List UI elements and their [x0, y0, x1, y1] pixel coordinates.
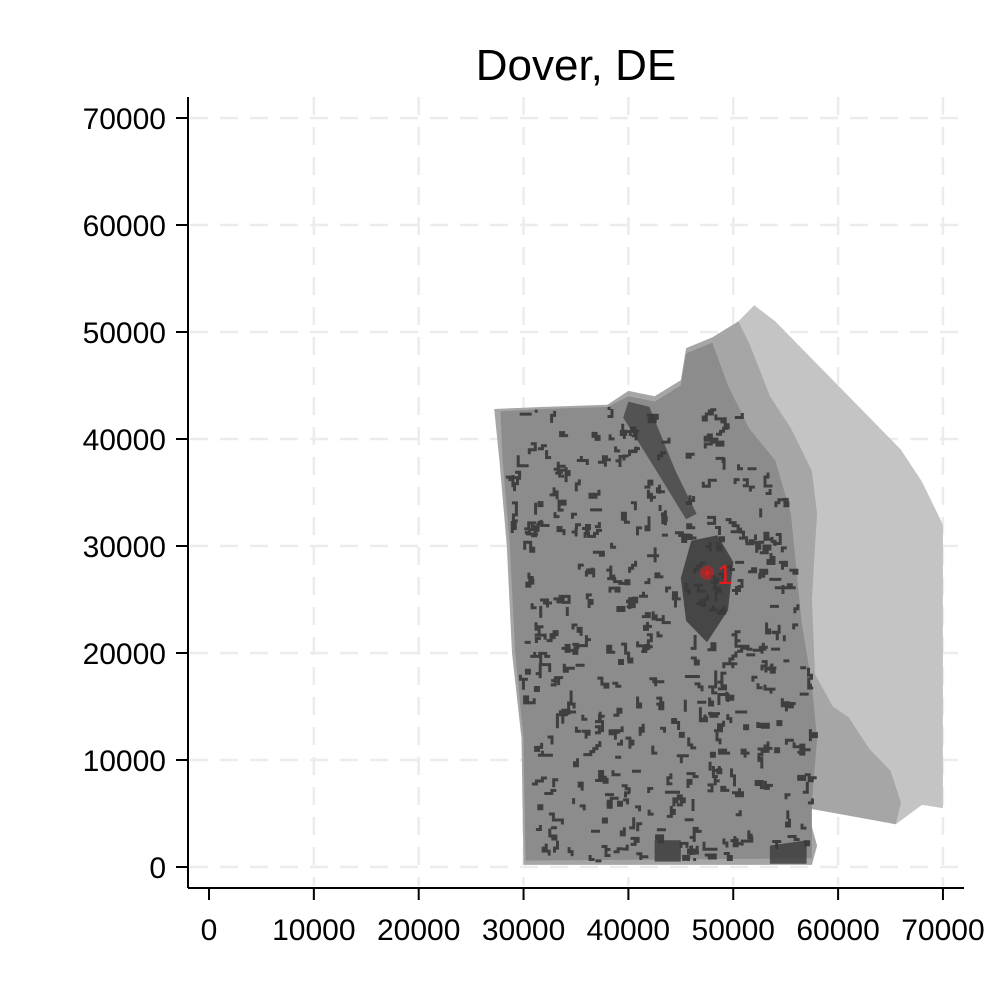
x-tick-label-2: 20000 — [377, 914, 460, 947]
x-tick-label-6: 60000 — [796, 914, 879, 947]
y-tick-label-6: 60000 — [83, 210, 166, 243]
point-markers: 1 — [700, 559, 733, 590]
y-tick-label-1: 10000 — [83, 745, 166, 778]
y-tick-label-4: 40000 — [83, 424, 166, 457]
point-marker-center-0 — [705, 570, 710, 575]
chart-title: Dover, DE — [476, 41, 677, 90]
x-tick-label-1: 10000 — [272, 914, 355, 947]
x-tick-label-0: 0 — [201, 914, 218, 947]
x-tick-label-5: 50000 — [692, 914, 775, 947]
x-tick-label-3: 30000 — [482, 914, 565, 947]
dense-network-overlay — [505, 401, 818, 864]
y-tick-label-2: 20000 — [83, 638, 166, 671]
y-axis-ticks: 0 10000 20000 30000 40000 50000 60000 70000 — [83, 103, 188, 885]
axes — [187, 97, 964, 889]
southeast-dense-area — [769, 840, 807, 864]
y-tick-label-3: 30000 — [83, 531, 166, 564]
point-label-0: 1 — [717, 559, 733, 590]
road-network-texture — [505, 407, 818, 863]
x-axis-ticks: 0 10000 20000 30000 40000 50000 60000 70000 — [201, 888, 985, 947]
x-tick-label-4: 40000 — [587, 914, 670, 947]
y-tick-label-5: 50000 — [83, 317, 166, 350]
x-tick-label-7: 70000 — [901, 914, 984, 947]
urban-core-area — [680, 535, 734, 643]
y-tick-label-7: 70000 — [83, 103, 166, 136]
north-corridor-area — [623, 401, 697, 520]
y-tick-label-0: 0 — [149, 852, 166, 885]
south-dense-area — [654, 840, 681, 862]
